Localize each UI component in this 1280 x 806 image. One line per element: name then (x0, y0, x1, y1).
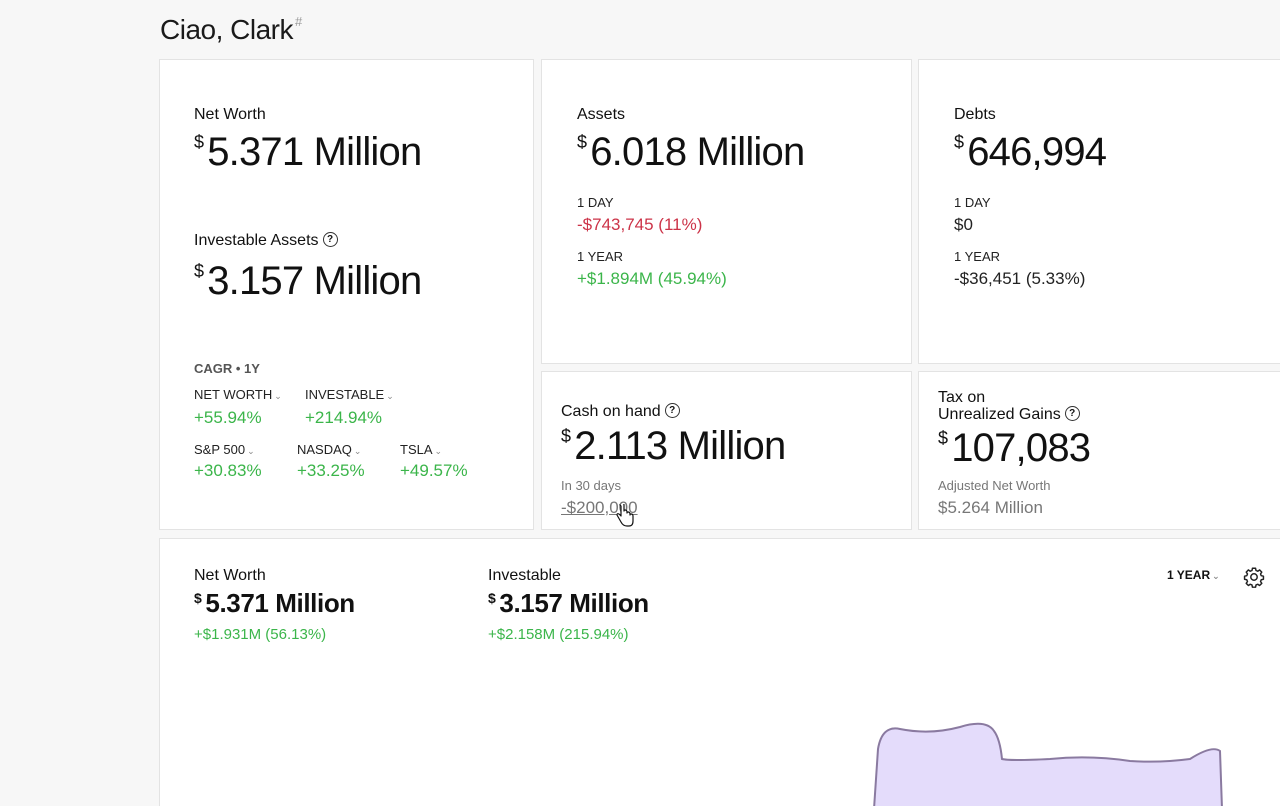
metric-tsla-selector[interactable]: TSLA ⌄ (400, 442, 443, 457)
greeting-hash: # (294, 14, 302, 29)
chart-net-worth-value: $5.371 Million (194, 588, 355, 618)
cash-on-hand-card[interactable]: Cash on hand? $2.113 Million In 30 days … (541, 371, 912, 530)
time-range-selector[interactable]: 1 YEAR ⌄ (1167, 568, 1220, 582)
metric-net-worth-value: +55.94% (194, 408, 262, 427)
cash-sub-label: In 30 days (561, 478, 621, 493)
chart-investable-title: Investable (488, 567, 561, 584)
assets-value: $6.018 Million (577, 130, 805, 174)
adjusted-net-worth-value: $5.264 Million (938, 498, 1043, 517)
metric-investable-selector[interactable]: INVESTABLE ⌄ (305, 387, 394, 402)
investable-assets-title: Investable Assets? (194, 232, 338, 250)
tax-value: $107,083 (938, 426, 1091, 470)
history-chart-card: Net Worth $5.371 Million +$1.931M (56.13… (159, 538, 1280, 806)
assets-day-change: -$743,745 (11%) (577, 215, 703, 234)
cash-value: $2.113 Million (561, 424, 786, 468)
chart-investable-value: $3.157 Million (488, 588, 649, 618)
investable-assets-value: $3.157 Million (194, 259, 422, 303)
assets-card[interactable]: Assets $6.018 Million 1 DAY -$743,745 (1… (541, 59, 912, 364)
assets-year-change: +$1.894M (45.94%) (577, 269, 727, 288)
debts-value: $646,994 (954, 130, 1107, 174)
help-icon[interactable]: ? (1064, 406, 1080, 422)
chart-net-worth-change: +$1.931M (56.13%) (194, 626, 327, 643)
cagr-label: CAGR • 1Y (194, 361, 260, 376)
net-worth-title: Net Worth (194, 106, 266, 123)
metric-net-worth-selector[interactable]: NET WORTH ⌄ (194, 387, 282, 402)
net-worth-value: $5.371 Million (194, 130, 422, 174)
metric-nasdaq-selector[interactable]: NASDAQ ⌄ (297, 442, 362, 457)
metric-investable-value: +214.94% (305, 408, 383, 427)
debts-card[interactable]: Debts $646,994 1 DAY $0 1 YEAR -$36,451 … (918, 59, 1280, 364)
hand-cursor-icon (616, 504, 634, 527)
chart-area-fill (874, 723, 1222, 806)
debts-title: Debts (954, 106, 996, 123)
net-worth-card[interactable]: Net Worth $5.371 Million Investable Asse… (159, 59, 534, 530)
chevron-down-icon: ⌄ (386, 391, 394, 401)
assets-title: Assets (577, 106, 626, 123)
help-icon[interactable]: ? (664, 403, 680, 419)
chevron-down-icon: ⌄ (1212, 571, 1220, 581)
tax-sub-label: Adjusted Net Worth (938, 478, 1051, 493)
debts-year-label: 1 YEAR (954, 249, 1001, 264)
chart-area-line (873, 722, 1223, 806)
tax-card[interactable]: Tax on Unrealized Gains? $107,083 Adjust… (918, 371, 1280, 530)
net-worth-area-chart[interactable] (860, 709, 1240, 806)
greeting-text: Ciao, Clark (160, 14, 293, 45)
help-icon[interactable]: ? (322, 232, 338, 248)
chevron-down-icon: ⌄ (353, 446, 362, 456)
debts-day-label: 1 DAY (954, 195, 991, 210)
metric-sp500-value: +30.83% (194, 461, 262, 480)
debts-day-change: $0 (954, 215, 973, 234)
debts-year-change: -$36,451 (5.33%) (954, 269, 1086, 288)
metric-tsla-value: +49.57% (400, 461, 468, 480)
chevron-down-icon: ⌄ (434, 446, 443, 456)
assets-day-label: 1 DAY (577, 195, 614, 210)
cash-title: Cash on hand? (561, 403, 680, 421)
chart-net-worth-title: Net Worth (194, 567, 266, 584)
chevron-down-icon: ⌄ (247, 446, 255, 456)
cash-planned-change-link[interactable]: -$200,000 (561, 498, 638, 517)
chart-investable-change: +$2.158M (215.94%) (488, 626, 629, 643)
tax-title: Tax on Unrealized Gains? (938, 389, 1080, 423)
greeting: Ciao, Clark # (160, 14, 302, 46)
chevron-down-icon: ⌄ (274, 391, 282, 401)
metric-nasdaq-value: +33.25% (297, 461, 365, 480)
metric-sp500-selector[interactable]: S&P 500 ⌄ (194, 442, 255, 457)
assets-year-label: 1 YEAR (577, 249, 624, 264)
gear-icon[interactable] (1243, 566, 1265, 588)
